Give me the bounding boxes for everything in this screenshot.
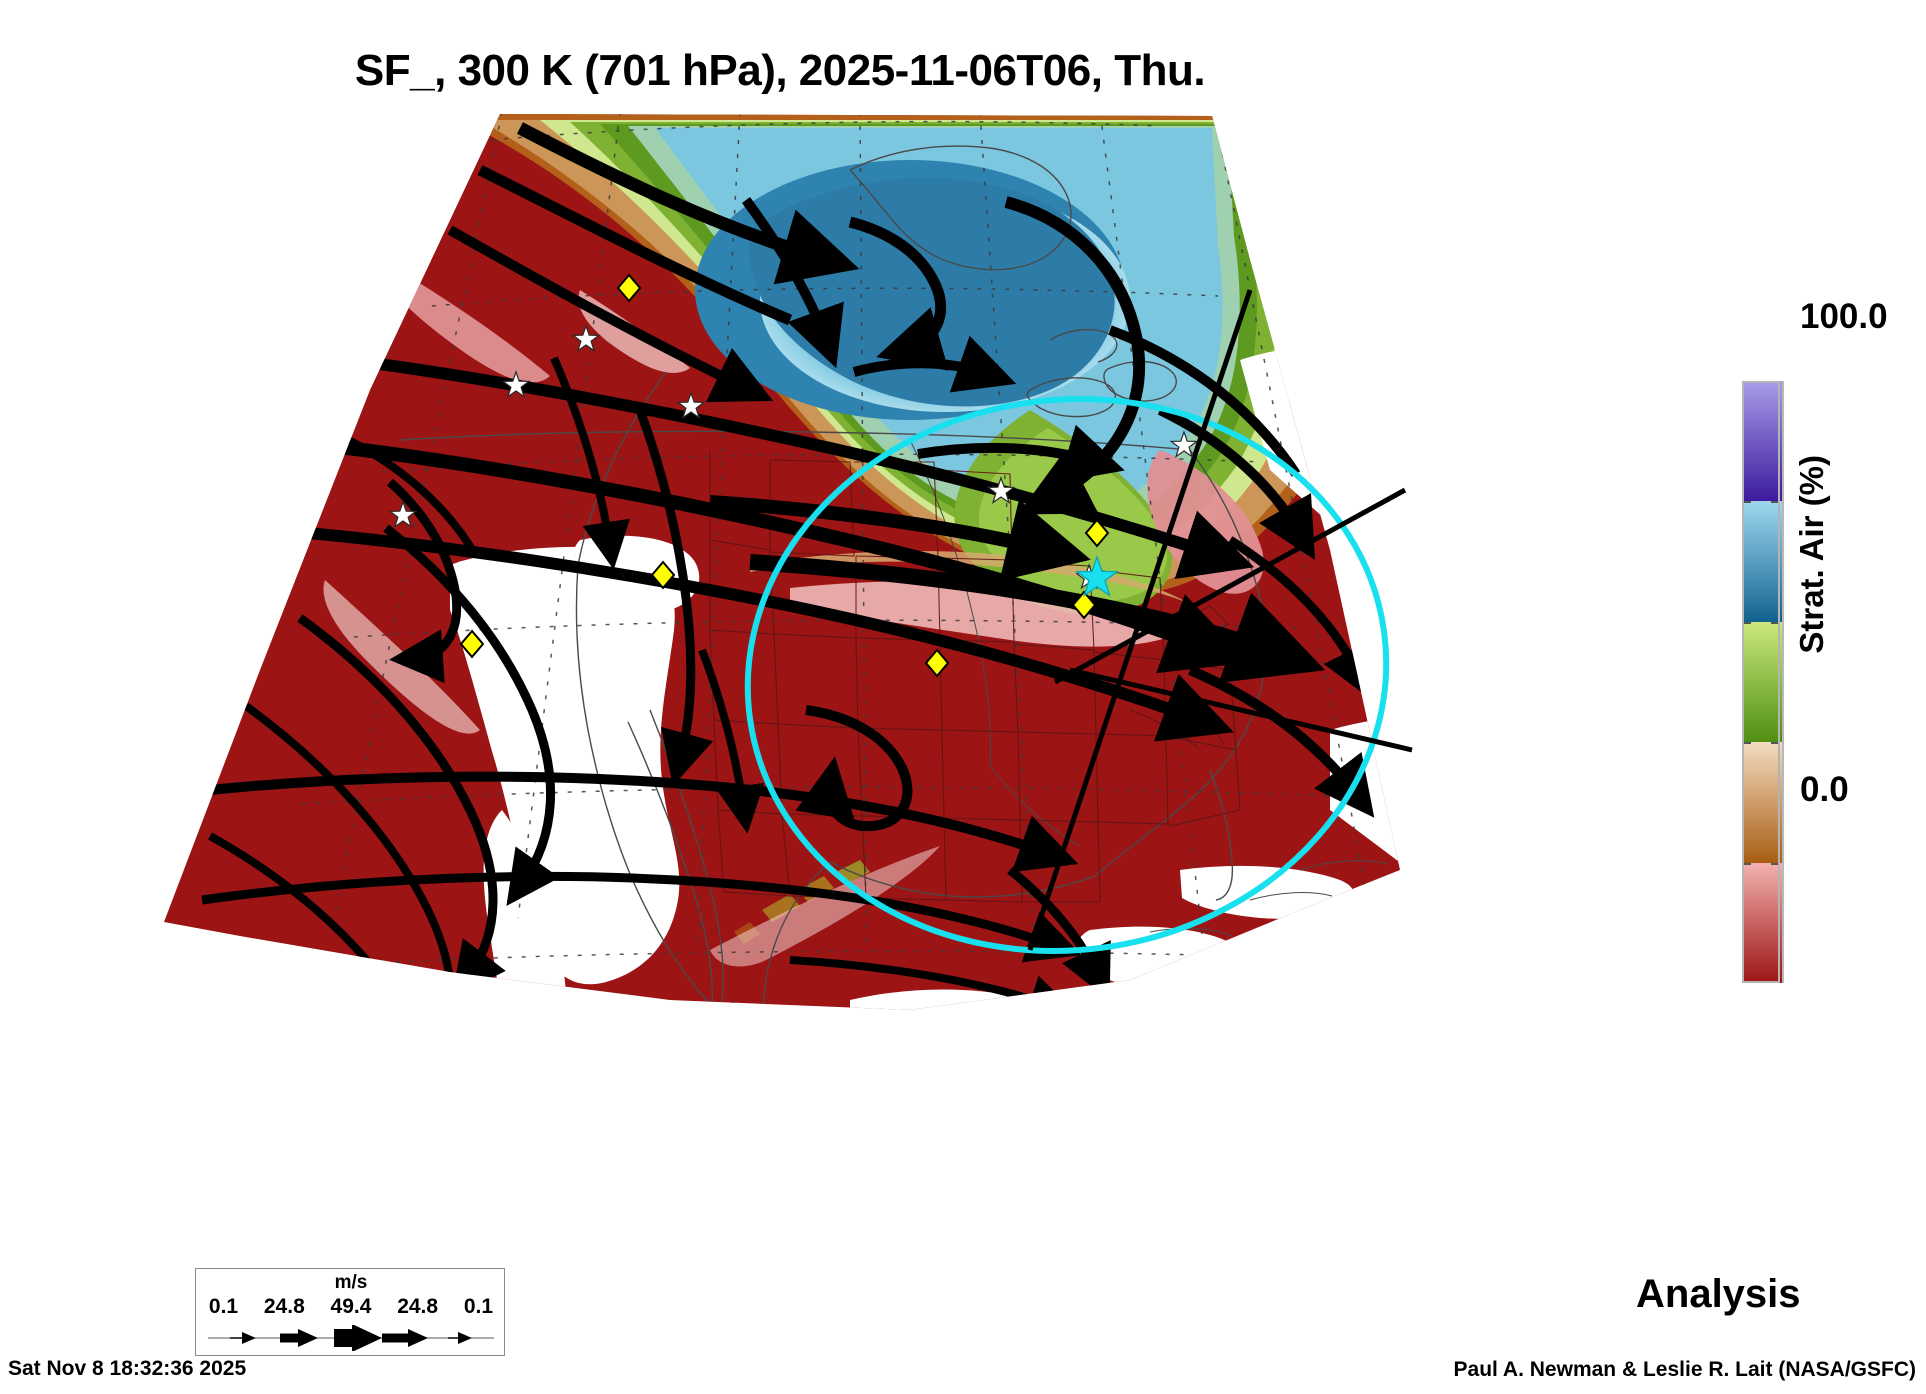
colorbar-min-label: 0.0 [1800, 770, 1849, 809]
wind-legend-arrow-scale [208, 1325, 494, 1351]
colorbar-tick [1771, 622, 1780, 624]
colorbar-tick [1742, 742, 1751, 744]
colorbar-band-red [1742, 863, 1784, 983]
station-markers[interactable] [388, 273, 1199, 678]
wind-legend-values: 0.1 24.8 49.4 24.8 0.1 [196, 1295, 506, 1319]
flight-track-2 [1069, 667, 1413, 753]
flight-track-3 [1053, 487, 1407, 685]
wind-speed-legend: m/s 0.1 24.8 49.4 24.8 0.1 [195, 1268, 505, 1356]
mask-atlantic [1180, 865, 1354, 919]
colorbar-tick [1742, 622, 1751, 624]
map-canvas[interactable] [150, 110, 1570, 1120]
field-streak-idaho-halo [710, 846, 940, 967]
range-circle [744, 396, 1390, 954]
colorbar-axis-title: Strat. Air (%) [1793, 455, 1830, 654]
colorbar-tick [1771, 742, 1780, 744]
marker-cyan-star[interactable] [1074, 554, 1120, 598]
colorbar-band-green [1742, 622, 1784, 742]
colorbar-tick [1742, 501, 1751, 503]
flight-track-1 [1027, 289, 1253, 951]
author-credit: Paul A. Newman & Leslie R. Lait (NASA/GS… [1453, 1358, 1916, 1381]
colorbar-band-blue [1742, 501, 1784, 622]
map-panel[interactable] [150, 110, 1570, 1120]
wind-legend-units: m/s [334, 1272, 368, 1293]
analysis-label: Analysis [1636, 1272, 1801, 1316]
generation-timestamp: Sat Nov 8 18:32:36 2025 [8, 1357, 247, 1380]
colorbar[interactable] [1742, 381, 1784, 983]
marker-yellow-diamond[interactable] [459, 273, 1110, 678]
colorbar-tick [1742, 863, 1751, 865]
wind-legend-value: 49.4 [330, 1295, 372, 1318]
page-title: SF_, 300 K (701 hPa), 2025-11-06T06, Thu… [354, 46, 1206, 95]
colorbar-tick [1771, 863, 1780, 865]
colorbar-band-tan [1742, 742, 1784, 863]
colorbar-tick [1771, 501, 1780, 503]
map-geography-layer [399, 145, 1389, 1010]
wind-legend-value: 0.1 [463, 1295, 494, 1318]
wind-legend-value: 24.8 [397, 1295, 439, 1318]
colorbar-max-label: 100.0 [1800, 297, 1888, 336]
wind-legend-value: 24.8 [263, 1295, 305, 1318]
flight-track-lines [1027, 289, 1413, 951]
wind-legend-value: 0.1 [208, 1295, 239, 1318]
colorbar-band-purple [1742, 381, 1784, 501]
mask-mexico-s [850, 989, 1048, 1010]
